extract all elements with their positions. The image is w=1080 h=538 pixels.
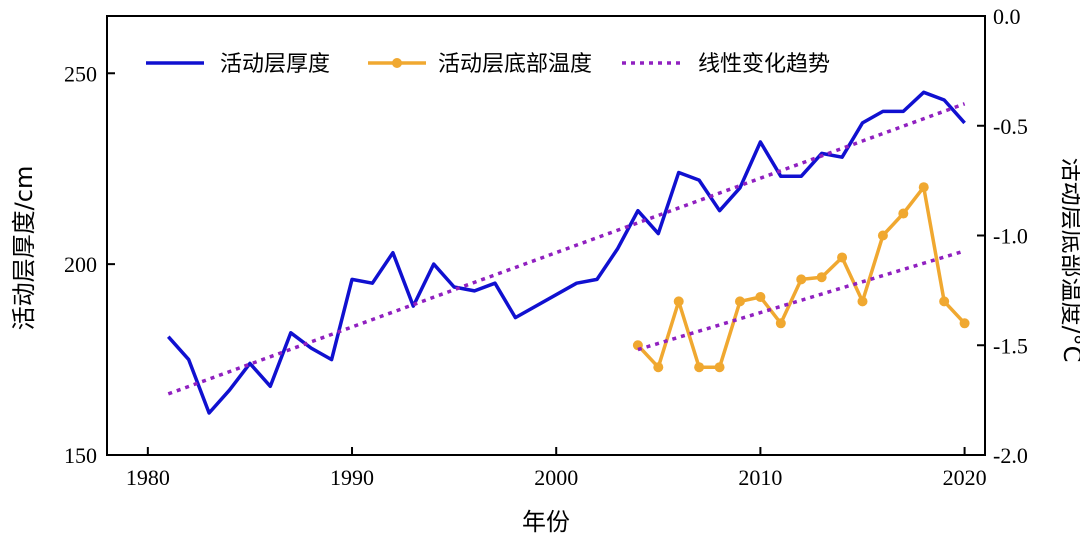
y-right-tick-label--1.5: -1.5 [993, 333, 1028, 358]
data-point-temperature-2011 [775, 318, 786, 329]
plot-frame [106, 15, 986, 456]
y-left-tick-label-200: 200 [64, 252, 97, 277]
y-right-tick-label-0.0: 0.0 [993, 4, 1021, 29]
legend-swatch-temperature-marker [392, 58, 402, 68]
series-line-thickness-left [166, 90, 966, 415]
data-point-temperature-2007 [694, 362, 705, 373]
x-tick-label-2020: 2020 [943, 465, 987, 490]
data-point-temperature-2017 [898, 208, 909, 219]
data-point-temperature-2018 [918, 182, 929, 193]
x-axis-title: 年份 [522, 508, 570, 536]
x-tick-label-2000: 2000 [534, 465, 578, 490]
y-left-axis-title: 活动层厚度/cm [10, 166, 38, 331]
series-line-trend-right [637, 249, 966, 352]
data-point-temperature-2005 [653, 362, 664, 373]
y-right-axis-title: 活动层底部温度/°C [1058, 158, 1080, 363]
y-right-tick-label--1.0: -1.0 [993, 224, 1028, 249]
data-point-temperature-2012 [796, 274, 807, 285]
data-point-temperature-2014 [837, 252, 848, 263]
legend-label-thickness: 活动层厚度 [220, 52, 330, 77]
data-point-temperature-2009 [734, 296, 745, 307]
data-point-temperature-2010 [755, 291, 766, 302]
legend: 活动层厚度 活动层底部温度 线性变化趋势 [146, 52, 830, 77]
y-left-tick-label-250: 250 [64, 61, 97, 86]
data-point-temperature-2013 [816, 272, 827, 283]
x-tick-label-1990: 1990 [330, 465, 374, 490]
data-point-temperature-2008 [714, 362, 725, 373]
y-right-tick-label--2.0: -2.0 [993, 443, 1028, 468]
data-point-temperature-2006 [673, 296, 684, 307]
legend-label-temperature: 活动层底部温度 [438, 52, 592, 77]
data-point-temperature-2015 [857, 296, 868, 307]
x-tick-label-1980: 1980 [126, 465, 170, 490]
data-point-temperature-2020 [959, 318, 970, 329]
data-point-temperature-2016 [877, 230, 888, 241]
series-line-trend-left [167, 102, 966, 396]
y-left-tick-label-150: 150 [64, 443, 97, 468]
x-tick-label-2010: 2010 [738, 465, 782, 490]
legend-label-trend: 线性变化趋势 [698, 52, 830, 77]
y-right-tick-label--0.5: -0.5 [993, 114, 1028, 139]
data-point-temperature-2019 [939, 296, 950, 307]
